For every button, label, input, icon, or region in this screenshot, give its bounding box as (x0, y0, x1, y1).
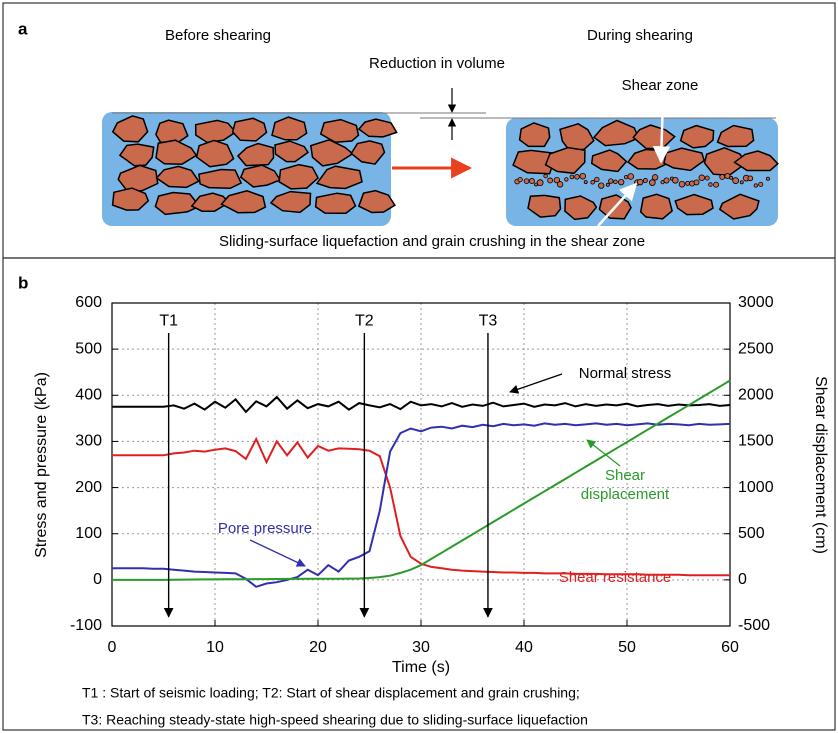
crushed-grain (672, 177, 678, 183)
shear-zone-label: Shear zone (622, 77, 699, 94)
note: T3: Reaching steady-state high-speed she… (82, 712, 588, 728)
crushed-grain (529, 178, 534, 183)
x-tick-label: 10 (206, 639, 224, 656)
note: T1 : Start of seismic loading; T2: Start… (82, 685, 580, 701)
y2-axis-label: Shear displacement (cm) (812, 376, 829, 554)
stage-label: Before shearing (165, 27, 271, 44)
marker-label: T3 (479, 313, 498, 330)
crushed-grain (686, 181, 690, 185)
y2-tick-label: 0 (738, 571, 747, 588)
crushed-grain (575, 174, 580, 179)
crushed-grain (720, 174, 725, 179)
x-tick-label: 50 (618, 639, 636, 656)
crushed-grain (606, 183, 609, 186)
grain (641, 194, 672, 219)
series-line (112, 423, 730, 586)
crushed-grain (624, 175, 628, 179)
crushed-grain (759, 182, 763, 186)
crushed-grain (730, 176, 733, 179)
crushed-grain (733, 178, 739, 184)
y2-tick-label: 1500 (738, 433, 774, 450)
series-label: Shear displacement (570, 466, 680, 504)
crushed-grain (518, 177, 522, 181)
y-tick-label: 400 (75, 387, 102, 404)
y2-tick-label: 2000 (738, 387, 774, 404)
crushed-grain (614, 180, 618, 184)
crushed-grain (649, 180, 655, 186)
x-tick-label: 0 (108, 639, 117, 656)
crushed-grain (652, 175, 658, 181)
panel-a-caption: Sliding-surface liquefaction and grain c… (219, 233, 645, 250)
stage-label: During shearing (587, 27, 693, 44)
series-label: Normal stress (555, 364, 695, 383)
crushed-grain (628, 174, 634, 180)
crushed-grain (699, 175, 705, 181)
crushed-grain (537, 180, 543, 186)
crushed-grain (544, 174, 548, 178)
x-tick-label: 20 (309, 639, 327, 656)
y2-tick-label: 3000 (738, 294, 774, 311)
volume-label: Reduction in volume (369, 55, 505, 72)
crushed-grain (679, 181, 685, 187)
crushed-grain (709, 183, 713, 187)
panel-label: a (18, 19, 28, 38)
crushed-grain (591, 180, 595, 184)
crushed-grain (557, 182, 563, 188)
crushed-grain (524, 179, 529, 184)
crushed-grain (643, 178, 647, 182)
crushed-grain (584, 180, 587, 183)
y-axis-label: Stress and pressure (kPa) (33, 372, 50, 558)
crushed-grain (664, 178, 669, 183)
crushed-grain (725, 173, 730, 178)
grain (199, 170, 241, 189)
grain (156, 120, 188, 142)
x-tick-label: 40 (515, 639, 533, 656)
y-tick-label: 300 (75, 433, 102, 450)
y-tick-label: 200 (75, 479, 102, 496)
crushed-grain (608, 179, 613, 184)
crushed-grain (748, 176, 753, 181)
crushed-grain (740, 181, 743, 184)
panel-a (102, 88, 778, 226)
crushed-grain (694, 180, 699, 185)
crushed-grain (595, 177, 600, 182)
crushed-grain (548, 178, 553, 183)
y2-tick-label: 500 (738, 525, 765, 542)
series-label: Shear resistance (535, 568, 695, 587)
crushed-grain (618, 179, 624, 185)
x-tick-label: 30 (412, 639, 430, 656)
crushed-grain (766, 177, 769, 180)
series-label: Pore pressure (200, 519, 330, 538)
figure: a Before shearing During shearing Reduct… (0, 0, 838, 733)
y-tick-label: 600 (75, 294, 102, 311)
x-tick-label: 60 (721, 639, 739, 656)
crushed-grain (714, 182, 719, 187)
y-tick-label: 500 (75, 340, 102, 357)
y2-tick-label: -500 (738, 617, 770, 634)
crushed-grain (565, 178, 569, 182)
y-tick-label: 100 (75, 525, 102, 542)
crushed-grain (705, 176, 709, 180)
panel-label: b (18, 273, 28, 292)
crushed-grain (637, 179, 643, 185)
y2-tick-label: 2500 (738, 340, 774, 357)
marker-label: T1 (159, 313, 178, 330)
y-tick-label: -100 (70, 617, 102, 634)
marker-label: T2 (355, 313, 374, 330)
crushed-grain (580, 173, 586, 179)
crushed-grain (570, 175, 574, 179)
label-leader (250, 540, 305, 566)
crushed-grain (754, 184, 757, 187)
grain (316, 193, 356, 213)
y-tick-label: 0 (93, 571, 102, 588)
x-axis-label: Time (s) (392, 659, 450, 676)
figure-canvas: a Before shearing During shearing Reduct… (0, 0, 838, 733)
crushed-grain (599, 183, 604, 188)
y2-tick-label: 1000 (738, 479, 774, 496)
